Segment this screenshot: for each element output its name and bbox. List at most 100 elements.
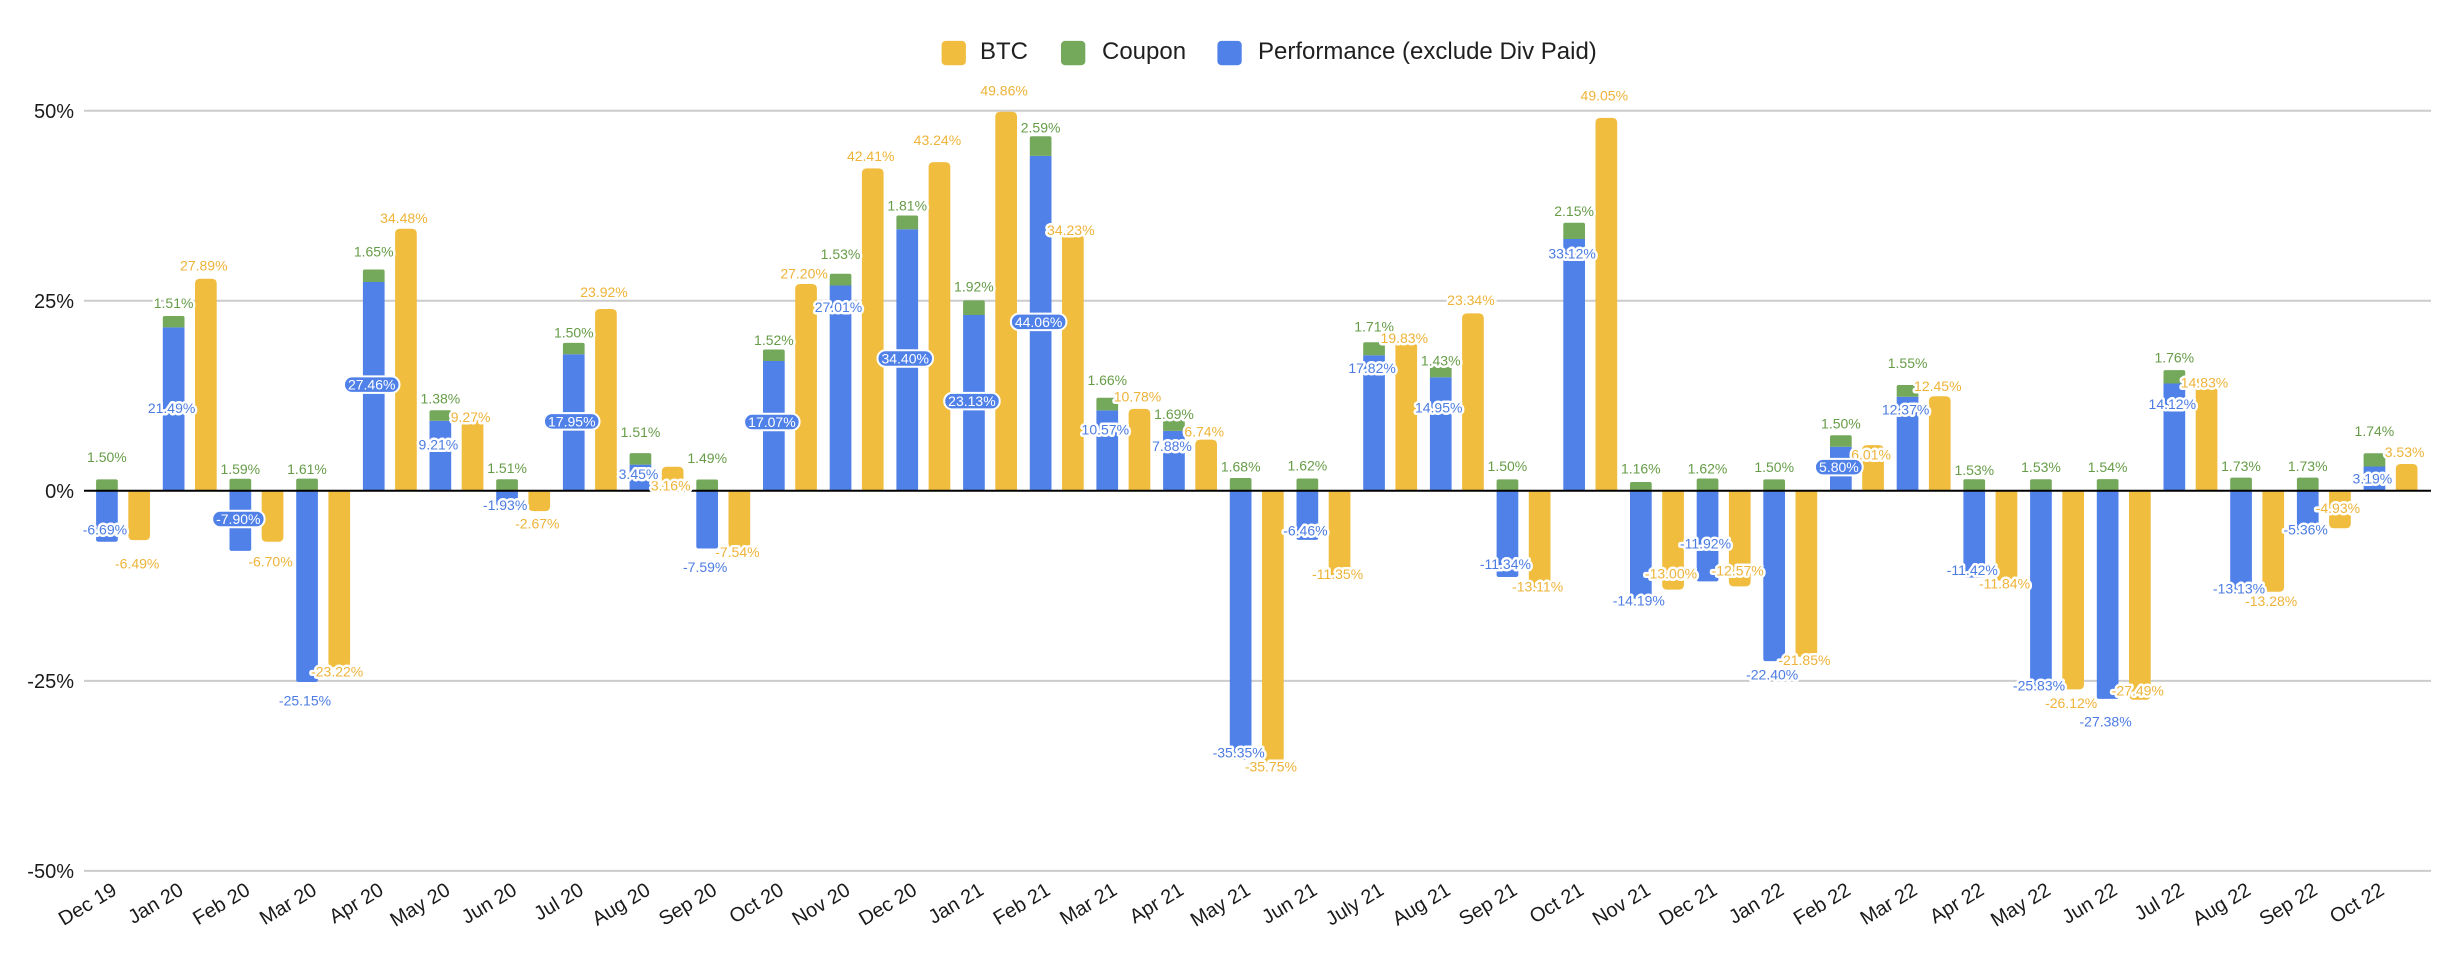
svg-text:1.68%: 1.68% xyxy=(1221,459,1261,475)
svg-text:9.27%: 9.27% xyxy=(451,409,491,425)
svg-text:50%: 50% xyxy=(34,101,74,123)
svg-text:27.20%: 27.20% xyxy=(780,266,827,282)
svg-text:-11.42%: -11.42% xyxy=(1947,562,1998,578)
svg-text:1.50%: 1.50% xyxy=(1754,459,1794,475)
svg-text:1.43%: 1.43% xyxy=(1421,352,1461,368)
svg-text:-2.67%: -2.67% xyxy=(515,515,559,531)
svg-text:14.12%: 14.12% xyxy=(2149,396,2196,412)
svg-text:23.92%: 23.92% xyxy=(580,284,627,300)
svg-text:49.86%: 49.86% xyxy=(980,83,1027,99)
svg-text:1.74%: 1.74% xyxy=(2355,423,2395,439)
svg-text:1.73%: 1.73% xyxy=(2288,458,2328,474)
svg-text:0%: 0% xyxy=(45,481,74,503)
svg-text:-7.54%: -7.54% xyxy=(715,544,759,560)
svg-text:1.51%: 1.51% xyxy=(487,460,527,476)
svg-text:-13.00%: -13.00% xyxy=(1645,566,1697,582)
svg-text:Coupon: Coupon xyxy=(1102,38,1186,65)
svg-text:1.81%: 1.81% xyxy=(887,198,927,214)
svg-text:3.16%: 3.16% xyxy=(651,478,691,494)
svg-text:27.46%: 27.46% xyxy=(348,377,395,393)
svg-text:1.54%: 1.54% xyxy=(2088,459,2128,475)
svg-text:44.06%: 44.06% xyxy=(1015,314,1062,330)
svg-text:-11.35%: -11.35% xyxy=(1312,566,1363,582)
svg-text:-13.28%: -13.28% xyxy=(2245,593,2297,609)
svg-text:43.24%: 43.24% xyxy=(914,132,961,148)
svg-text:1.51%: 1.51% xyxy=(154,295,194,311)
svg-text:-25%: -25% xyxy=(27,671,74,693)
svg-text:-11.84%: -11.84% xyxy=(1979,575,2030,591)
svg-text:1.62%: 1.62% xyxy=(1288,458,1328,474)
svg-text:5.80%: 5.80% xyxy=(1819,459,1859,475)
svg-text:-14.19%: -14.19% xyxy=(1613,593,1665,609)
svg-text:14.95%: 14.95% xyxy=(1415,400,1462,416)
svg-text:-7.90%: -7.90% xyxy=(216,511,260,527)
svg-text:1.50%: 1.50% xyxy=(1488,458,1528,474)
svg-text:-6.69%: -6.69% xyxy=(83,521,127,537)
svg-text:34.23%: 34.23% xyxy=(1047,222,1094,238)
svg-text:1.65%: 1.65% xyxy=(354,243,394,259)
svg-text:-7.59%: -7.59% xyxy=(683,559,727,575)
svg-text:27.01%: 27.01% xyxy=(815,299,862,315)
svg-text:42.41%: 42.41% xyxy=(847,148,894,164)
svg-text:21.49%: 21.49% xyxy=(148,400,195,416)
svg-text:-22.40%: -22.40% xyxy=(1746,666,1798,682)
svg-text:27.89%: 27.89% xyxy=(180,258,227,274)
svg-text:1.49%: 1.49% xyxy=(687,450,727,466)
svg-text:49.05%: 49.05% xyxy=(1581,88,1628,104)
svg-text:-35.75%: -35.75% xyxy=(1245,759,1297,775)
svg-text:34.40%: 34.40% xyxy=(881,351,928,367)
svg-text:17.07%: 17.07% xyxy=(748,414,795,430)
svg-text:3.53%: 3.53% xyxy=(2385,444,2425,460)
svg-text:-27.49%: -27.49% xyxy=(2112,683,2164,699)
svg-text:1.50%: 1.50% xyxy=(87,449,127,465)
svg-text:12.37%: 12.37% xyxy=(1882,401,1929,417)
svg-text:1.76%: 1.76% xyxy=(2154,350,2194,366)
svg-text:1.53%: 1.53% xyxy=(821,246,861,262)
svg-text:1.51%: 1.51% xyxy=(621,424,661,440)
svg-text:Performance (exclude Div Paid): Performance (exclude Div Paid) xyxy=(1258,38,1597,65)
svg-text:14.83%: 14.83% xyxy=(2181,375,2228,391)
svg-text:-5.36%: -5.36% xyxy=(2284,522,2328,538)
svg-text:2.15%: 2.15% xyxy=(1554,203,1594,219)
svg-text:34.48%: 34.48% xyxy=(380,210,427,226)
svg-text:1.52%: 1.52% xyxy=(754,332,794,348)
svg-text:1.59%: 1.59% xyxy=(220,461,260,477)
svg-text:7.88%: 7.88% xyxy=(1152,438,1192,454)
svg-text:1.71%: 1.71% xyxy=(1354,318,1394,334)
svg-text:33.12%: 33.12% xyxy=(1548,246,1595,262)
svg-text:-6.70%: -6.70% xyxy=(248,553,292,569)
svg-text:1.66%: 1.66% xyxy=(1087,372,1127,388)
svg-text:-13.11%: -13.11% xyxy=(1512,578,1563,594)
svg-text:-11.34%: -11.34% xyxy=(1480,556,1531,572)
svg-text:-12.57%: -12.57% xyxy=(1712,563,1764,579)
svg-text:10.78%: 10.78% xyxy=(1114,388,1161,404)
svg-text:1.53%: 1.53% xyxy=(2021,459,2061,475)
svg-text:1.92%: 1.92% xyxy=(954,278,994,294)
svg-text:-23.22%: -23.22% xyxy=(311,664,363,680)
svg-text:-6.46%: -6.46% xyxy=(1283,523,1327,539)
svg-text:-26.12%: -26.12% xyxy=(2045,695,2097,711)
svg-text:-4.93%: -4.93% xyxy=(2316,500,2360,516)
svg-text:-1.93%: -1.93% xyxy=(483,497,527,513)
svg-text:BTC: BTC xyxy=(980,38,1028,65)
svg-text:3.19%: 3.19% xyxy=(2353,471,2393,487)
svg-text:25%: 25% xyxy=(34,291,74,313)
svg-text:1.55%: 1.55% xyxy=(1888,355,1928,371)
svg-text:1.50%: 1.50% xyxy=(554,325,594,341)
svg-text:1.38%: 1.38% xyxy=(421,391,461,407)
svg-text:-13.13%: -13.13% xyxy=(2213,580,2265,596)
svg-text:3.45%: 3.45% xyxy=(619,466,659,482)
svg-text:2.59%: 2.59% xyxy=(1021,120,1061,136)
svg-text:-25.83%: -25.83% xyxy=(2013,678,2065,694)
svg-text:1.53%: 1.53% xyxy=(1954,462,1994,478)
svg-text:-6.49%: -6.49% xyxy=(115,556,159,572)
svg-text:1.62%: 1.62% xyxy=(1688,461,1728,477)
svg-text:-25.15%: -25.15% xyxy=(279,692,331,708)
svg-text:10.57%: 10.57% xyxy=(1082,421,1129,437)
svg-text:-50%: -50% xyxy=(27,861,74,883)
svg-text:23.13%: 23.13% xyxy=(948,393,995,409)
svg-text:1.69%: 1.69% xyxy=(1154,406,1194,422)
svg-text:1.16%: 1.16% xyxy=(1621,461,1661,477)
svg-text:6.74%: 6.74% xyxy=(1184,423,1224,439)
svg-text:9.21%: 9.21% xyxy=(419,436,459,452)
